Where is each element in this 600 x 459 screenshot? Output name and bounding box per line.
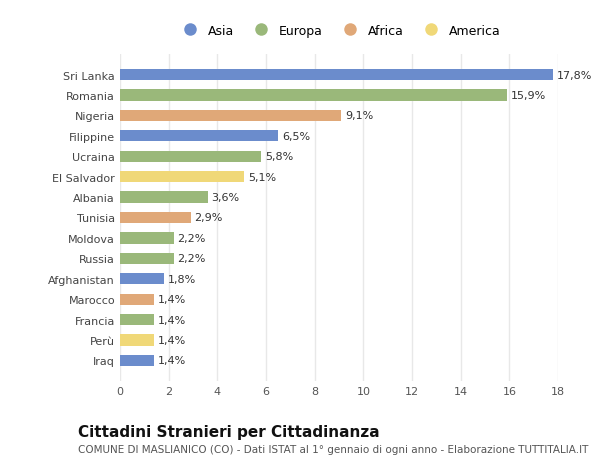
Text: 1,8%: 1,8% <box>167 274 196 284</box>
Bar <box>120 233 173 244</box>
Bar <box>120 213 191 224</box>
Text: 2,9%: 2,9% <box>194 213 223 223</box>
Text: 1,4%: 1,4% <box>158 356 186 365</box>
Text: 5,1%: 5,1% <box>248 172 276 182</box>
Text: 5,8%: 5,8% <box>265 152 293 162</box>
Bar <box>120 355 154 366</box>
Bar <box>120 131 278 142</box>
Bar <box>120 90 507 101</box>
Text: 1,4%: 1,4% <box>158 315 186 325</box>
Bar <box>120 151 261 162</box>
Bar <box>120 274 164 285</box>
Text: 2,2%: 2,2% <box>177 233 206 243</box>
Text: COMUNE DI MASLIANICO (CO) - Dati ISTAT al 1° gennaio di ogni anno - Elaborazione: COMUNE DI MASLIANICO (CO) - Dati ISTAT a… <box>78 444 589 454</box>
Text: 3,6%: 3,6% <box>211 193 239 203</box>
Bar <box>120 253 173 264</box>
Text: 6,5%: 6,5% <box>282 132 310 141</box>
Text: 2,2%: 2,2% <box>177 254 206 264</box>
Bar <box>120 192 208 203</box>
Text: Cittadini Stranieri per Cittadinanza: Cittadini Stranieri per Cittadinanza <box>78 425 380 440</box>
Bar <box>120 70 553 81</box>
Text: 1,4%: 1,4% <box>158 335 186 345</box>
Bar <box>120 172 244 183</box>
Bar <box>120 294 154 305</box>
Text: 1,4%: 1,4% <box>158 295 186 304</box>
Bar <box>120 335 154 346</box>
Legend: Asia, Europa, Africa, America: Asia, Europa, Africa, America <box>175 22 503 40</box>
Text: 15,9%: 15,9% <box>511 91 546 101</box>
Bar <box>120 111 341 122</box>
Text: 17,8%: 17,8% <box>557 71 592 80</box>
Text: 9,1%: 9,1% <box>345 111 373 121</box>
Bar <box>120 314 154 325</box>
